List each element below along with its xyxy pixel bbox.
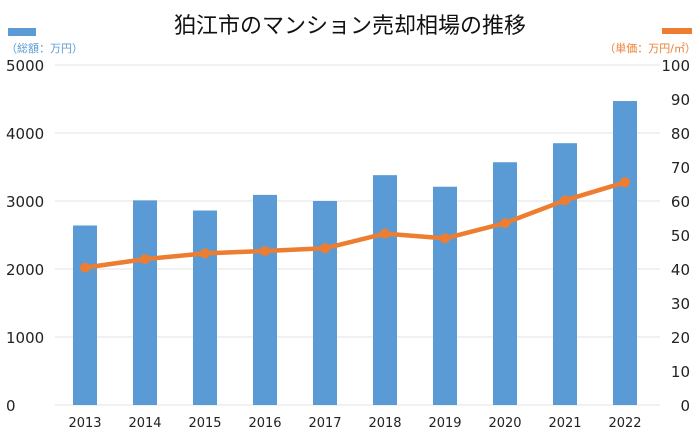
- right-tick-label: 30: [671, 295, 690, 313]
- right-tick-label: 0: [680, 397, 690, 415]
- legend-bar-swatch: [8, 28, 36, 36]
- bar-2017: [313, 201, 337, 405]
- bar-2018: [373, 175, 397, 405]
- chart-title: 狛江市のマンション売却相場の推移: [174, 14, 526, 39]
- x-tick-label: 2019: [428, 416, 461, 431]
- bar-2013: [73, 225, 97, 405]
- right-tick-label: 20: [671, 329, 690, 347]
- right-tick-label: 80: [671, 125, 690, 143]
- legend-line-marker: [674, 28, 680, 34]
- bar-2020: [493, 162, 517, 405]
- right-tick-label: 70: [671, 159, 690, 177]
- left-tick-label: 5000: [6, 57, 44, 75]
- line-point-2015: [200, 248, 210, 259]
- line-point-2016: [260, 245, 270, 256]
- right-tick-label: 10: [671, 363, 690, 381]
- bar-2014: [133, 200, 157, 405]
- x-tick-label: 2018: [368, 416, 401, 431]
- line-point-2022: [620, 177, 630, 188]
- bar-2021: [553, 143, 577, 405]
- left-tick-label: 4000: [6, 125, 44, 143]
- x-tick-label: 2017: [308, 416, 341, 431]
- right-tick-label: 40: [671, 261, 690, 279]
- x-tick-label: 2016: [248, 416, 281, 431]
- line-point-2014: [140, 254, 150, 265]
- legend-bar-label: （総額：万円）: [6, 41, 83, 55]
- legend-line-label: （単価：万円/㎡）: [604, 41, 696, 55]
- x-tick-label: 2015: [188, 416, 221, 431]
- x-tick-label: 2013: [68, 416, 101, 431]
- x-tick-label: 2021: [548, 416, 581, 431]
- bar-2022: [613, 101, 637, 405]
- bar-2015: [193, 210, 217, 405]
- x-tick-label: 2022: [608, 416, 641, 431]
- left-tick-label: 1000: [6, 329, 44, 347]
- line-point-2017: [320, 243, 330, 254]
- left-tick-label: 3000: [6, 193, 44, 211]
- right-tick-label: 100: [661, 57, 690, 75]
- line-point-2013: [80, 262, 90, 273]
- left-tick-label: 2000: [6, 261, 44, 279]
- bar-2016: [253, 194, 277, 405]
- x-tick-label: 2020: [488, 416, 521, 431]
- line-point-2020: [500, 218, 510, 229]
- unit-price-line: [84, 180, 626, 270]
- line-point-2018: [380, 228, 390, 239]
- right-tick-label: 60: [671, 193, 690, 211]
- bar-2019: [433, 186, 457, 405]
- right-tick-label: 50: [671, 227, 690, 245]
- line-point-2021: [560, 195, 570, 206]
- line-point-2019: [440, 233, 450, 244]
- x-tick-label: 2014: [128, 416, 161, 431]
- left-tick-label: 0: [6, 397, 16, 415]
- right-tick-label: 90: [671, 91, 690, 109]
